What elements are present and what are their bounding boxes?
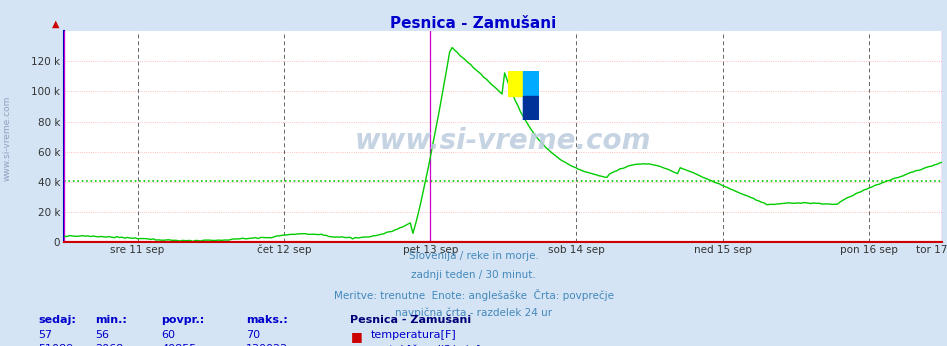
Text: maks.:: maks.: (246, 315, 288, 325)
Text: 40855: 40855 (161, 344, 196, 346)
Text: 56: 56 (95, 330, 109, 340)
Text: 70: 70 (246, 330, 260, 340)
Text: navpična črta - razdelek 24 ur: navpična črta - razdelek 24 ur (395, 308, 552, 318)
Text: min.:: min.: (95, 315, 127, 325)
Text: 60: 60 (161, 330, 175, 340)
Text: 51089: 51089 (38, 344, 73, 346)
Text: zadnji teden / 30 minut.: zadnji teden / 30 minut. (411, 270, 536, 280)
Text: Pesnica - Zamušani: Pesnica - Zamušani (390, 16, 557, 30)
Text: 2068: 2068 (95, 344, 123, 346)
Text: sedaj:: sedaj: (38, 315, 76, 325)
Text: Pesnica - Zamušani: Pesnica - Zamušani (350, 315, 472, 325)
Text: 130022: 130022 (246, 344, 289, 346)
Text: Meritve: trenutne  Enote: anglešaške  Črta: povprečje: Meritve: trenutne Enote: anglešaške Črta… (333, 289, 614, 301)
Text: ▲: ▲ (52, 18, 60, 28)
Bar (524, 71, 539, 120)
Bar (508, 71, 524, 95)
Text: 57: 57 (38, 330, 52, 340)
Text: ■: ■ (350, 330, 362, 344)
Text: pretok[čevelj3/min]: pretok[čevelj3/min] (371, 344, 480, 346)
Text: www.si-vreme.com: www.si-vreme.com (3, 96, 12, 181)
Bar (524, 95, 539, 120)
Text: www.si-vreme.com: www.si-vreme.com (355, 127, 652, 155)
Text: povpr.:: povpr.: (161, 315, 205, 325)
Text: ■: ■ (350, 344, 362, 346)
Text: Slovenija / reke in morje.: Slovenija / reke in morje. (408, 251, 539, 261)
Text: temperatura[F]: temperatura[F] (371, 330, 457, 340)
